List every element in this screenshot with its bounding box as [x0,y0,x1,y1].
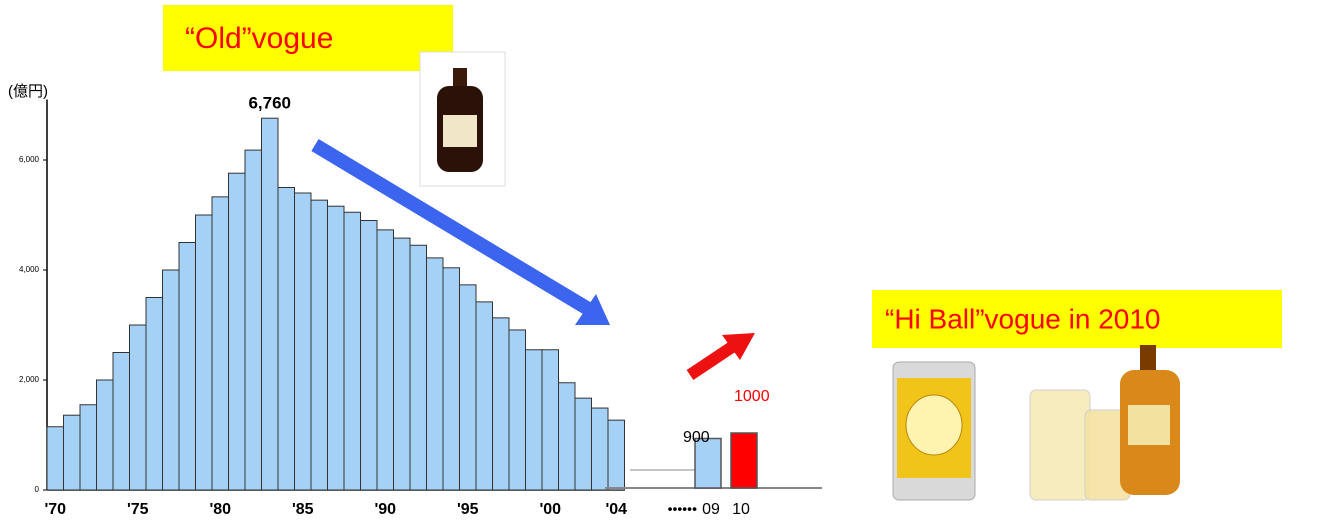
x-tick-label: '90 [374,501,396,518]
bar [493,318,510,490]
bar [559,383,576,490]
bar [427,258,444,490]
bar [328,206,345,490]
value-label: 900 [683,429,710,446]
bar [526,350,543,490]
up-arrow [690,333,755,375]
bar [608,420,625,490]
x-tick-label: '85 [292,501,314,518]
bar [245,150,262,490]
bar [394,238,411,490]
bar [212,197,229,490]
bar [229,173,246,490]
bar [509,330,526,490]
x-tick-label: '00 [539,501,561,518]
bar [592,408,609,490]
bar [542,350,559,490]
x-tick-label: '70 [44,501,66,518]
bar [731,433,757,488]
chart-title: “Hi Ball”vogue in 2010 [885,303,1161,334]
x-tick-label: 10 [732,501,750,518]
bar [443,268,460,490]
bottle-image [420,52,505,186]
bar [130,325,147,490]
bar [278,188,295,491]
value-label: 6,760 [248,94,291,113]
chart-title: “Old”vogue [185,22,333,55]
bar [146,298,163,491]
bar [163,270,180,490]
bar [410,245,427,490]
x-tick-label: '95 [457,501,479,518]
x-tick-label: '04 [605,501,627,518]
y-tick-label: 4,000 [19,265,40,274]
page: “Old”vogue (億円) “Hi Ball”vogue in 2010 0… [0,0,1317,520]
bar [47,427,64,490]
slide: “Old”vogue (億円) “Hi Ball”vogue in 2010 0… [0,0,1317,520]
y-axis-label: (億円) [8,83,48,100]
bar [262,118,279,490]
bar [476,302,493,490]
bar [97,380,114,490]
highball-image [893,345,1180,500]
x-tick-label: 09 [702,501,720,518]
bar [64,415,81,490]
bar [179,243,196,491]
bar [113,353,130,491]
bar [196,215,213,490]
bar [311,200,328,490]
x-tick-label: '80 [209,501,231,518]
x-prefix: •••••• [668,501,698,517]
bar [575,398,592,490]
bar [80,405,97,490]
bar [361,221,378,491]
bar [377,230,394,490]
y-tick-label: 2,000 [19,375,40,384]
bar [295,193,312,490]
x-tick-label: '75 [127,501,149,518]
value-label: 1000 [734,388,770,405]
bar [344,212,361,490]
bar [460,285,477,490]
y-tick-label: 0 [35,485,40,494]
y-tick-label: 6,000 [19,155,40,164]
